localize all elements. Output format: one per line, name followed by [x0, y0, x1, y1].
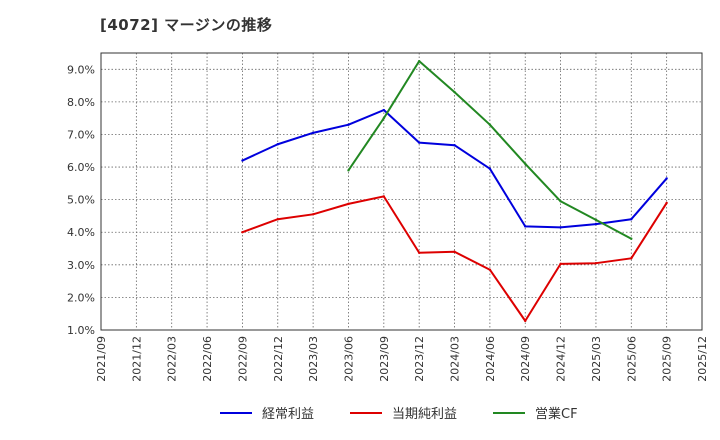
x-axis: 2021/09 2021/12 2022/03 2022/06 2022/09 2022/…: [95, 336, 709, 382]
data-point: [453, 250, 456, 253]
x-tick-label: 2024/09: [519, 336, 532, 382]
data-point: [630, 237, 633, 240]
data-point: [453, 90, 456, 94]
data-point: [559, 262, 562, 266]
x-tick-label: 2024/03: [449, 336, 462, 382]
legend-label-2: 当期純利益: [392, 407, 457, 422]
x-tick-label: 2024/06: [484, 336, 497, 382]
x-tick-label: 2023/03: [307, 336, 320, 382]
data-point: [276, 143, 279, 146]
x-tick-label: 2022/03: [166, 336, 179, 382]
x-tick-label: 2021/09: [95, 336, 108, 382]
grid-layer: [101, 53, 702, 330]
data-point: [594, 218, 598, 222]
x-tick-label: 2025/03: [590, 336, 603, 382]
y-tick-label: 6.0%: [67, 161, 95, 174]
data-point: [665, 177, 668, 180]
y-tick-label: 2.0%: [67, 291, 95, 304]
x-tick-label: 2025/12: [696, 336, 709, 382]
x-tick-label: 2023/06: [342, 336, 355, 382]
x-tick-label: 2022/06: [201, 336, 214, 382]
x-tick-label: 2021/12: [130, 336, 143, 382]
y-tick-label: 9.0%: [67, 63, 95, 76]
legend-label-3: 営業CF: [535, 406, 578, 422]
series-line-3: [347, 60, 632, 240]
data-point: [347, 169, 350, 172]
x-tick-label: 2023/09: [378, 336, 391, 382]
data-point: [524, 319, 527, 323]
legend: 経常利益 当期純利益 営業CF: [220, 406, 578, 422]
data-point: [524, 162, 527, 165]
data-point: [453, 144, 456, 147]
data-point: [241, 159, 244, 162]
data-point: [417, 59, 421, 63]
data-point: [488, 167, 492, 170]
y-tick-label: 1.0%: [67, 324, 95, 337]
data-point: [488, 123, 492, 126]
data-point: [594, 261, 598, 265]
data-point: [559, 226, 562, 229]
y-axis: 1.0% 2.0% 3.0% 4.0% 5.0% 6.0% 7.0% 8.0% 9.0%: [67, 63, 95, 337]
x-tick-label: 2025/09: [661, 336, 674, 382]
data-point: [417, 141, 421, 144]
data-point: [311, 131, 315, 135]
x-tick-label: 2022/12: [272, 336, 285, 382]
data-point: [241, 231, 244, 234]
data-point: [665, 201, 668, 205]
chart-title: [4072] マージンの推移: [100, 16, 273, 34]
data-point: [311, 213, 315, 216]
x-tick-label: 2024/12: [555, 336, 568, 382]
x-tick-label: 2022/09: [236, 336, 249, 382]
data-point: [594, 222, 598, 226]
data-point: [382, 195, 386, 198]
x-tick-label: 2023/12: [413, 336, 426, 382]
y-tick-label: 5.0%: [67, 194, 95, 207]
data-point: [559, 200, 562, 203]
data-point: [488, 268, 492, 271]
data-point: [276, 218, 279, 221]
y-tick-label: 4.0%: [67, 226, 95, 239]
x-tick-label: 2025/06: [625, 336, 638, 382]
data-point: [347, 202, 350, 206]
y-tick-label: 7.0%: [67, 128, 95, 141]
data-point: [382, 108, 386, 112]
data-point: [347, 123, 350, 126]
data-point: [382, 116, 386, 120]
series-layer: [241, 59, 668, 323]
data-point: [417, 251, 421, 254]
y-tick-label: 8.0%: [67, 96, 95, 109]
data-point: [630, 257, 633, 260]
legend-label-1: 経常利益: [262, 407, 314, 422]
data-point: [630, 218, 633, 221]
data-point: [524, 225, 527, 228]
y-tick-label: 3.0%: [67, 259, 95, 272]
plot-frame: [100, 52, 703, 331]
